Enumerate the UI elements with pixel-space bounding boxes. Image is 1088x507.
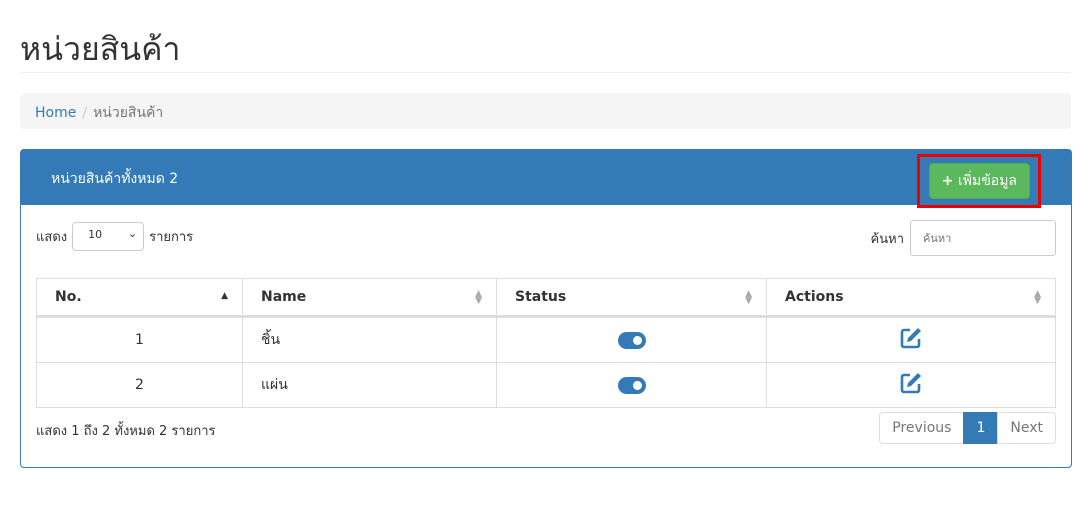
status-toggle[interactable]	[617, 331, 646, 349]
header-label: Status	[515, 289, 567, 305]
page-length-value: 10	[88, 228, 103, 241]
search: ค้นหา	[871, 220, 1056, 256]
sort-icon: ▲ ▼	[475, 289, 482, 306]
table-row: 2 แผ่น	[36, 362, 1056, 408]
search-label: ค้นหา	[870, 231, 904, 247]
panel-header: หน่วยสินค้าทั้งหมด 2 + เพิ่มข้อมูล	[21, 150, 1071, 208]
sort-icon: ▲ ▼	[745, 289, 752, 306]
length-suffix: รายการ	[149, 230, 194, 245]
header-label: Actions	[785, 289, 844, 305]
page-length: แสดง 10 ⌄ รายการ	[36, 222, 193, 251]
sort-icon: ▲ ▼	[1034, 289, 1041, 306]
cell-name: แผ่น	[242, 362, 497, 408]
panel-heading: หน่วยสินค้าทั้งหมด 2	[51, 171, 179, 187]
edit-icon[interactable]	[899, 326, 923, 350]
cell-actions	[766, 316, 1056, 363]
chevron-down-icon: ⌄	[127, 227, 138, 240]
page-length-select[interactable]: 10 ⌄	[72, 222, 145, 251]
page-1-button[interactable]: 1	[963, 412, 999, 444]
sort-asc-icon: ▲	[221, 291, 228, 301]
previous-button[interactable]: Previous	[879, 412, 965, 444]
table-info: แสดง 1 ถึง 2 ทั้งหมด 2 รายการ	[36, 424, 216, 439]
divider	[20, 72, 1071, 73]
table-row: 1 ชิ้น	[36, 316, 1056, 363]
column-header-actions[interactable]: Actions ▲ ▼	[766, 278, 1056, 318]
cell-actions	[766, 362, 1056, 408]
table-header-row: No. ▲ Name ▲ ▼ Status ▲ ▼ Actions ▲ ▼	[36, 278, 1056, 318]
plus-icon: +	[941, 173, 954, 189]
cell-name: ชิ้น	[242, 316, 497, 363]
units-table: No. ▲ Name ▲ ▼ Status ▲ ▼ Actions ▲ ▼ 1 ชิ้น 2 …	[36, 278, 1056, 408]
next-button[interactable]: Next	[997, 412, 1056, 444]
cell-status	[496, 316, 767, 363]
pagination: Previous 1 Next	[879, 412, 1056, 444]
edit-icon[interactable]	[899, 371, 923, 395]
header-label: No.	[55, 289, 82, 305]
length-prefix: แสดง	[36, 230, 68, 245]
cell-no: 2	[36, 362, 243, 408]
breadcrumb: Home / หน่วยสินค้า	[20, 93, 1071, 129]
breadcrumb-current: หน่วยสินค้า	[93, 105, 164, 121]
highlight-box: + เพิ่มข้อมูล	[916, 154, 1041, 208]
page-title: หน่วยสินค้า	[20, 30, 181, 68]
units-panel: หน่วยสินค้าทั้งหมด 2 + เพิ่มข้อมูล แสดง …	[20, 149, 1072, 468]
column-header-no[interactable]: No. ▲	[36, 278, 243, 318]
header-label: Name	[261, 289, 307, 305]
breadcrumb-separator: /	[82, 105, 88, 121]
cell-status	[496, 362, 767, 408]
breadcrumb-home[interactable]: Home	[35, 105, 77, 121]
cell-no: 1	[36, 316, 243, 363]
column-header-name[interactable]: Name ▲ ▼	[242, 278, 497, 318]
add-button-label: เพิ่มข้อมูล	[957, 173, 1017, 189]
column-header-status[interactable]: Status ▲ ▼	[496, 278, 767, 318]
search-input[interactable]	[910, 220, 1056, 256]
add-button[interactable]: + เพิ่มข้อมูล	[928, 163, 1030, 199]
status-toggle[interactable]	[617, 376, 646, 394]
